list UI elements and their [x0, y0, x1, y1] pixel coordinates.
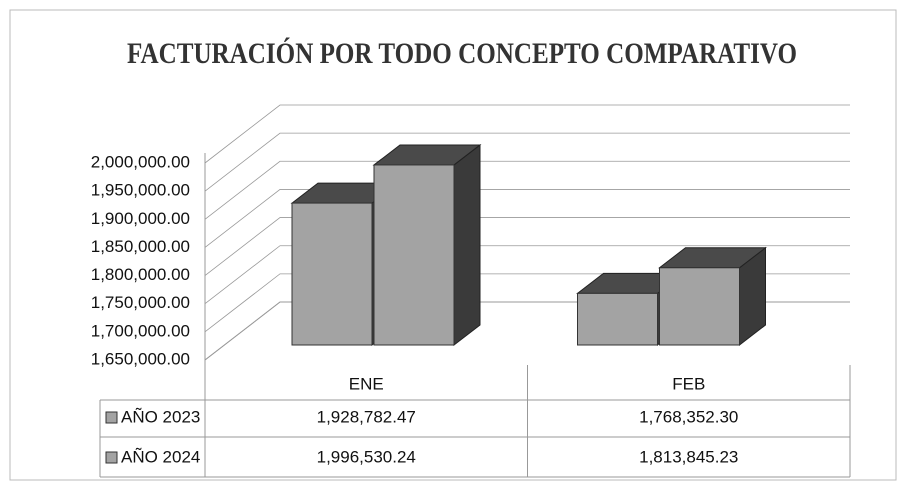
bar — [373, 164, 455, 346]
y-tick-label: 1,900,000.00 — [91, 209, 190, 228]
x-tick-label: FEB — [672, 374, 705, 393]
value-label: 1,996,530.24 — [317, 447, 416, 466]
y-tick-label: 1,650,000.00 — [91, 349, 190, 368]
value-label: 1,928,782.47 — [317, 407, 416, 426]
grid-line — [204, 217, 850, 276]
y-tick-label: 1,950,000.00 — [91, 181, 190, 200]
bar — [577, 292, 658, 346]
legend-label: AÑO 2023 — [121, 407, 200, 426]
value-label: 1,768,352.30 — [639, 407, 738, 426]
grid-line — [204, 189, 850, 248]
legend-marker — [105, 411, 118, 424]
grid-line — [204, 160, 850, 220]
bar-side — [453, 143, 481, 347]
grid-line — [204, 245, 850, 305]
y-tick-label: 1,850,000.00 — [91, 237, 190, 256]
x-tick-label: ENE — [349, 374, 384, 393]
bar — [291, 202, 373, 346]
y-tick-label: 1,700,000.00 — [91, 321, 190, 340]
y-tick-label: 1,800,000.00 — [91, 265, 190, 284]
chart-title: FACTURACIÓN POR TODO CONCEPTO COMPARATIV… — [127, 37, 797, 70]
legend-marker — [105, 451, 118, 464]
y-tick-label: 1,750,000.00 — [91, 293, 190, 312]
legend-label: AÑO 2024 — [121, 447, 200, 466]
grid-line — [204, 132, 850, 192]
bar — [659, 267, 740, 346]
grid-line — [204, 104, 850, 164]
value-label: 1,813,845.23 — [639, 447, 738, 466]
y-tick-label: 2,000,000.00 — [91, 152, 190, 171]
